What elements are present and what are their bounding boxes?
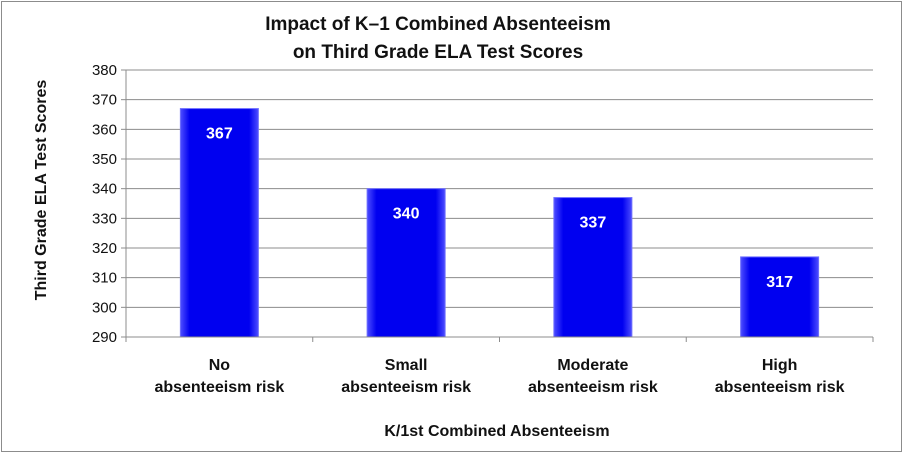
y-tick-label: 370 <box>92 92 117 109</box>
bar <box>553 197 633 338</box>
y-tick-label: 290 <box>92 329 117 346</box>
axes <box>125 70 874 342</box>
x-category-label: absenteeism risk <box>154 379 284 396</box>
y-axis-label: Third Grade ELA Test Scores <box>33 80 50 301</box>
bar-value-label: 317 <box>766 274 793 291</box>
x-category-label: No <box>209 357 231 374</box>
y-tick-label: 320 <box>92 240 117 257</box>
y-tick-label: 380 <box>92 62 117 79</box>
x-axis-label: K/1st Combined Absenteeism <box>384 423 609 440</box>
y-tick-label: 310 <box>92 270 117 287</box>
chart-title-line-2: on Third Grade ELA Test Scores <box>293 42 583 63</box>
bar-value-label: 337 <box>580 215 607 232</box>
chart-title-line-1: Impact of K–1 Combined Absenteeism <box>265 14 611 35</box>
y-tick-label: 350 <box>92 151 117 168</box>
bar <box>740 256 820 338</box>
bar <box>366 188 446 338</box>
y-tick-label: 340 <box>92 181 117 198</box>
bars: 367 340 337 317 <box>179 108 820 338</box>
x-category-label: absenteeism risk <box>341 379 471 396</box>
x-category-label: High <box>762 357 798 374</box>
bar-value-label: 340 <box>393 206 420 223</box>
y-tick-label: 300 <box>92 299 117 316</box>
category-labels: No absenteeism risk Small absenteeism risk M… <box>154 357 844 396</box>
y-tick-label: 360 <box>92 121 117 138</box>
bar <box>179 108 259 338</box>
x-category-label: absenteeism risk <box>528 379 658 396</box>
x-category-label: Small <box>385 357 428 374</box>
x-category-label: absenteeism risk <box>715 379 845 396</box>
x-category-label: Moderate <box>557 357 628 374</box>
y-tick-label: 330 <box>92 210 117 227</box>
y-tick-labels: 290 300 310 320 330 340 350 360 370 380 <box>92 62 117 346</box>
bar-value-label: 367 <box>206 126 233 143</box>
